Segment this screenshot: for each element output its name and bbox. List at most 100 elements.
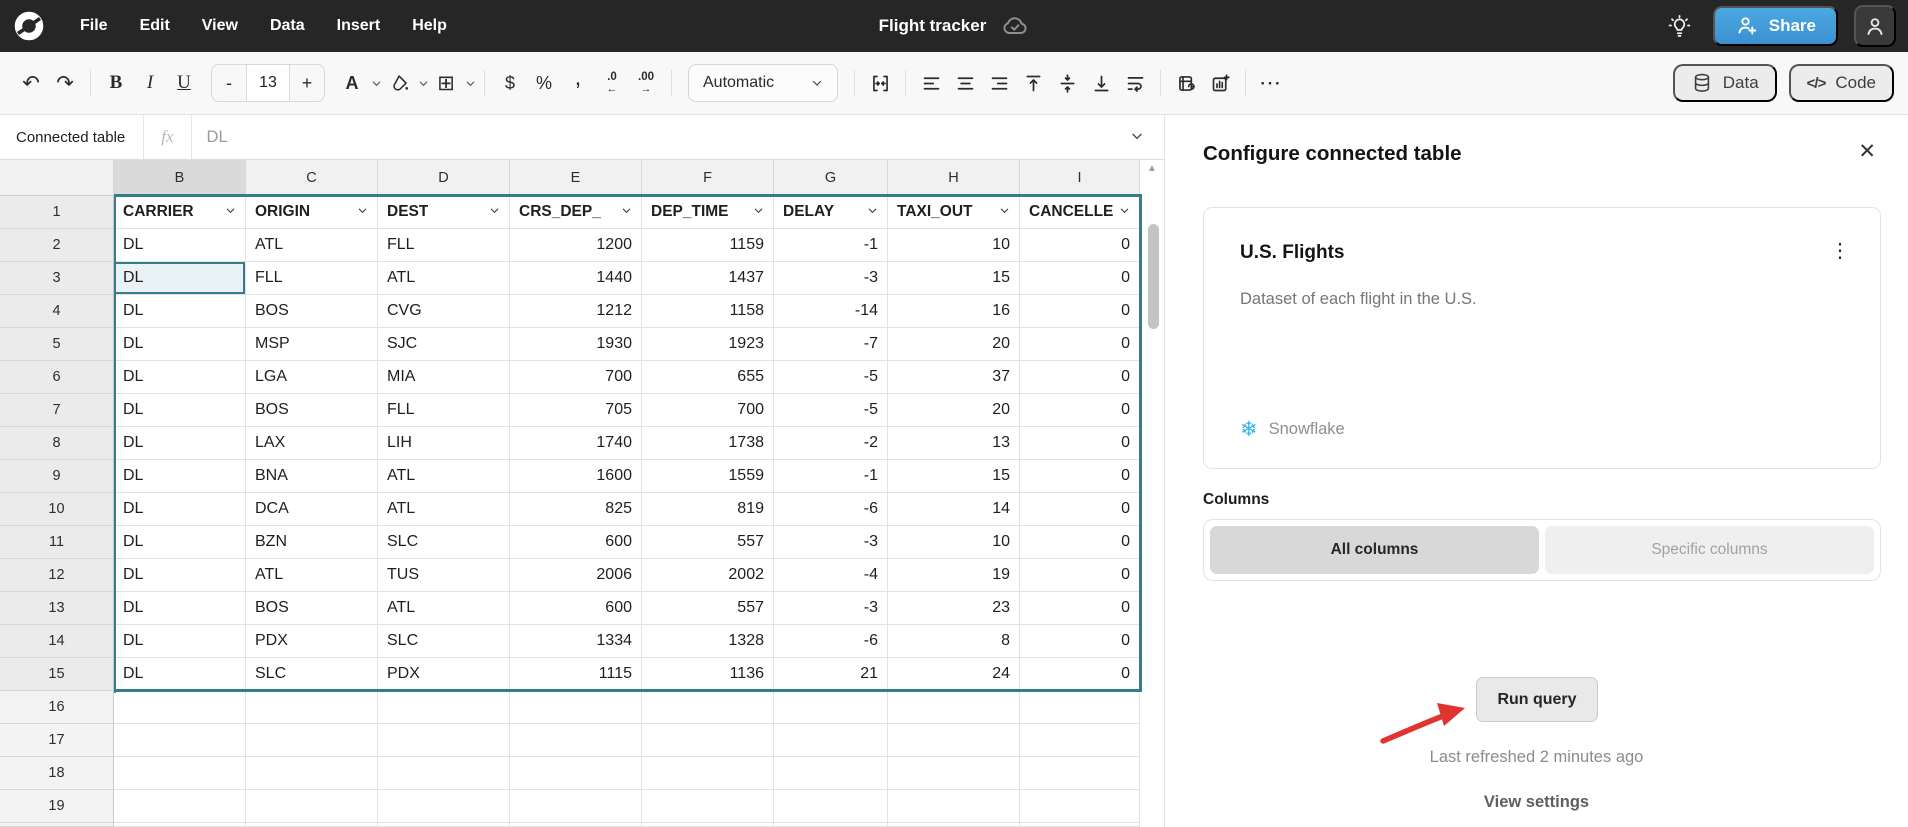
valign-middle-button[interactable] [1050, 65, 1084, 101]
cell[interactable]: 0 [1020, 658, 1140, 691]
row-number[interactable]: 1 [0, 196, 114, 229]
cell[interactable]: DL [114, 328, 246, 361]
menu-help[interactable]: Help [412, 17, 447, 34]
cell[interactable] [114, 790, 246, 823]
row-number[interactable]: 16 [0, 691, 114, 724]
cell[interactable]: CVG [378, 295, 510, 328]
field-header-cell[interactable]: CARRIER [114, 196, 246, 229]
cell[interactable]: DL [114, 262, 246, 295]
valign-top-button[interactable] [1016, 65, 1050, 101]
menu-edit[interactable]: Edit [139, 17, 170, 34]
cell[interactable] [888, 823, 1020, 827]
column-header-E[interactable]: E [510, 160, 642, 196]
comma-format-button[interactable]: , [574, 64, 582, 91]
field-header-cell[interactable]: DEP_TIME [642, 196, 774, 229]
cell[interactable]: 1212 [510, 295, 642, 328]
cell[interactable] [378, 790, 510, 823]
cell[interactable]: -3 [774, 262, 888, 295]
cell[interactable]: SJC [378, 328, 510, 361]
cell[interactable]: -3 [774, 592, 888, 625]
filter-chevron-icon[interactable] [753, 203, 764, 221]
cell[interactable] [642, 790, 774, 823]
cell[interactable]: 1559 [642, 460, 774, 493]
cell[interactable]: MIA [378, 361, 510, 394]
cell[interactable]: PDX [378, 658, 510, 691]
cell[interactable]: BZN [246, 526, 378, 559]
cell[interactable]: 1328 [642, 625, 774, 658]
cell[interactable] [246, 823, 378, 827]
cell[interactable]: -7 [774, 328, 888, 361]
percent-format-button[interactable]: % [535, 72, 552, 93]
cell[interactable]: ATL [246, 229, 378, 262]
cell[interactable]: 15 [888, 460, 1020, 493]
menu-insert[interactable]: Insert [336, 17, 381, 34]
cell[interactable]: 15 [888, 262, 1020, 295]
filter-chevron-icon[interactable] [225, 203, 236, 221]
cell[interactable]: DL [114, 229, 246, 262]
cell[interactable]: 0 [1020, 526, 1140, 559]
cell[interactable]: 14 [888, 493, 1020, 526]
cell[interactable]: FLL [378, 229, 510, 262]
formula-bar-expand-chevron-icon[interactable] [1130, 129, 1144, 143]
align-right-button[interactable] [982, 65, 1016, 101]
cell[interactable] [1020, 724, 1140, 757]
cell[interactable] [774, 823, 888, 827]
cell[interactable] [378, 691, 510, 724]
currency-format-button[interactable]: $ [504, 72, 515, 93]
cell[interactable] [642, 691, 774, 724]
cell[interactable]: DL [114, 625, 246, 658]
increase-decimal-button[interactable]: .00 → [638, 70, 654, 96]
number-format-select[interactable]: Automatic [688, 64, 838, 102]
code-panel-button[interactable]: </> Code [1788, 64, 1894, 102]
row-number[interactable]: 8 [0, 427, 114, 460]
cell[interactable]: LAX [246, 427, 378, 460]
align-left-button[interactable] [914, 65, 948, 101]
italic-button[interactable]: I [146, 72, 154, 93]
specific-columns-segment[interactable]: Specific columns [1545, 526, 1874, 574]
column-header-G[interactable]: G [774, 160, 888, 196]
cell[interactable]: DL [114, 394, 246, 427]
cell[interactable]: 2002 [642, 559, 774, 592]
field-header-cell[interactable]: CRS_DEP_ [510, 196, 642, 229]
cell[interactable]: DL [114, 658, 246, 691]
cell[interactable]: ATL [378, 592, 510, 625]
cell[interactable]: 1600 [510, 460, 642, 493]
cell[interactable]: FLL [378, 394, 510, 427]
align-center-button[interactable] [948, 65, 982, 101]
row-number[interactable]: 3 [0, 262, 114, 295]
row-number[interactable]: 2 [0, 229, 114, 262]
column-header-H[interactable]: H [888, 160, 1020, 196]
cell[interactable]: MSP [246, 328, 378, 361]
column-header-C[interactable]: C [246, 160, 378, 196]
cell[interactable]: 819 [642, 493, 774, 526]
cell[interactable]: 1115 [510, 658, 642, 691]
cell[interactable] [1020, 757, 1140, 790]
cell[interactable]: PDX [246, 625, 378, 658]
cell[interactable]: 0 [1020, 328, 1140, 361]
cell[interactable] [246, 757, 378, 790]
cell[interactable]: ATL [378, 460, 510, 493]
menu-data[interactable]: Data [269, 17, 305, 34]
cell[interactable]: 700 [642, 394, 774, 427]
cell[interactable]: 19 [888, 559, 1020, 592]
vertical-scrollbar-thumb[interactable] [1148, 224, 1159, 329]
cell[interactable]: 0 [1020, 295, 1140, 328]
fill-color-chevron-icon[interactable] [418, 78, 429, 89]
field-header-cell[interactable]: TAXI_OUT [888, 196, 1020, 229]
cell[interactable]: -14 [774, 295, 888, 328]
text-color-button[interactable]: A [345, 72, 359, 93]
grid-corner-cell[interactable] [0, 160, 114, 196]
cell[interactable] [774, 790, 888, 823]
text-wrap-button[interactable] [1118, 65, 1152, 101]
close-icon[interactable]: ✕ [1858, 140, 1876, 163]
account-avatar-button[interactable] [1854, 5, 1896, 47]
cell[interactable]: -6 [774, 493, 888, 526]
cell[interactable]: 1440 [510, 262, 642, 295]
row-number[interactable]: 10 [0, 493, 114, 526]
row-number[interactable]: 14 [0, 625, 114, 658]
cell[interactable]: 700 [510, 361, 642, 394]
cell[interactable] [510, 790, 642, 823]
tips-lightbulb-icon[interactable] [1663, 8, 1697, 44]
cell[interactable]: -5 [774, 394, 888, 427]
row-number[interactable]: 17 [0, 724, 114, 757]
